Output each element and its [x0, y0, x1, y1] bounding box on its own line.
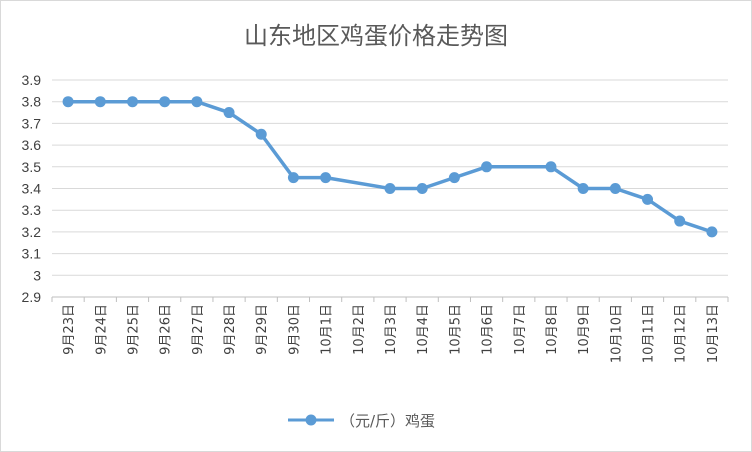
- y-tick-label: 3.4: [22, 181, 42, 197]
- y-tick-label: 3.8: [22, 94, 42, 110]
- legend-marker-icon: [305, 414, 317, 426]
- data-point-10月8日: [545, 161, 557, 173]
- y-tick-label: 3.3: [22, 202, 42, 218]
- data-point-10月3日: [384, 183, 396, 194]
- x-tick-label: 9月27日: [191, 304, 206, 355]
- data-point-9月29日: [255, 128, 267, 140]
- x-tick-label: 10月2日: [352, 304, 367, 355]
- x-tick-label: 9月29日: [255, 304, 270, 355]
- x-tick-label: 10月3日: [384, 304, 399, 355]
- x-tick-label: 10月9日: [577, 304, 592, 355]
- data-point-10月12日: [674, 215, 686, 227]
- x-tick-label: 9月25日: [126, 304, 141, 355]
- y-tick-label: 3.5: [22, 159, 42, 175]
- data-point-10月9日: [577, 183, 589, 194]
- y-tick-label: 3.1: [22, 246, 42, 262]
- x-tick-label: 9月23日: [62, 304, 77, 355]
- y-tick-label: 3.6: [22, 137, 42, 153]
- x-tick-label: 9月30日: [287, 304, 302, 355]
- x-tick-label: 10月13日: [706, 304, 721, 363]
- x-tick-label: 10月7日: [513, 304, 528, 355]
- data-point-10月11日: [642, 193, 654, 205]
- x-tick-label: 9月28日: [223, 304, 238, 355]
- y-tick-label: 3.2: [22, 224, 42, 240]
- x-tick-label: 10月1日: [320, 304, 335, 355]
- legend: （元/斤）鸡蛋: [288, 412, 435, 430]
- legend-entry: （元/斤）鸡蛋: [340, 412, 435, 430]
- x-axis: [51, 296, 729, 302]
- x-tick-label: 9月26日: [159, 304, 174, 355]
- data-point-9月26日: [159, 96, 171, 108]
- x-tick-label: 10月10日: [609, 304, 624, 363]
- data-point-9月23日: [62, 96, 74, 108]
- data-point-9月27日: [191, 96, 203, 108]
- data-point-10月6日: [481, 161, 493, 173]
- y-tick-label: 3.9: [22, 72, 42, 88]
- y-tick-label: 3.7: [22, 115, 42, 131]
- series-layer: [62, 96, 718, 238]
- data-point-9月24日: [94, 96, 106, 108]
- y-axis-tick-labels: 2.9 3 3.1 3.2 3.3 3.4 3.5 3.6 3.7 3.8 3.9: [22, 72, 42, 305]
- data-point-10月5日: [448, 172, 460, 184]
- x-tick-label: 10月8日: [545, 304, 560, 355]
- data-point-10月1日: [320, 172, 332, 184]
- data-point-9月25日: [126, 96, 138, 108]
- y-tick-label: 2.9: [22, 289, 42, 305]
- data-point-9月30日: [287, 172, 299, 184]
- chart-title: 山东地区鸡蛋价格走势图: [244, 22, 508, 50]
- x-tick-label: 10月6日: [481, 304, 496, 355]
- x-tick-label: 10月4日: [416, 304, 431, 355]
- x-tick-label: 10月12日: [674, 304, 689, 363]
- x-tick-label: 10月5日: [448, 304, 463, 355]
- data-point-9月28日: [223, 107, 235, 119]
- x-axis-tick-labels: 9月23日 9月24日 9月25日 9月26日 9月27日 9月28日 9月29日 9月30日…: [62, 304, 721, 363]
- data-point-10月4日: [416, 183, 428, 194]
- data-point-10月13日: [706, 226, 718, 238]
- x-tick-label: 10月11日: [642, 304, 657, 363]
- x-tick-label: 9月24日: [94, 304, 109, 355]
- data-point-10月10日: [609, 183, 621, 194]
- y-tick-label: 3: [33, 267, 41, 283]
